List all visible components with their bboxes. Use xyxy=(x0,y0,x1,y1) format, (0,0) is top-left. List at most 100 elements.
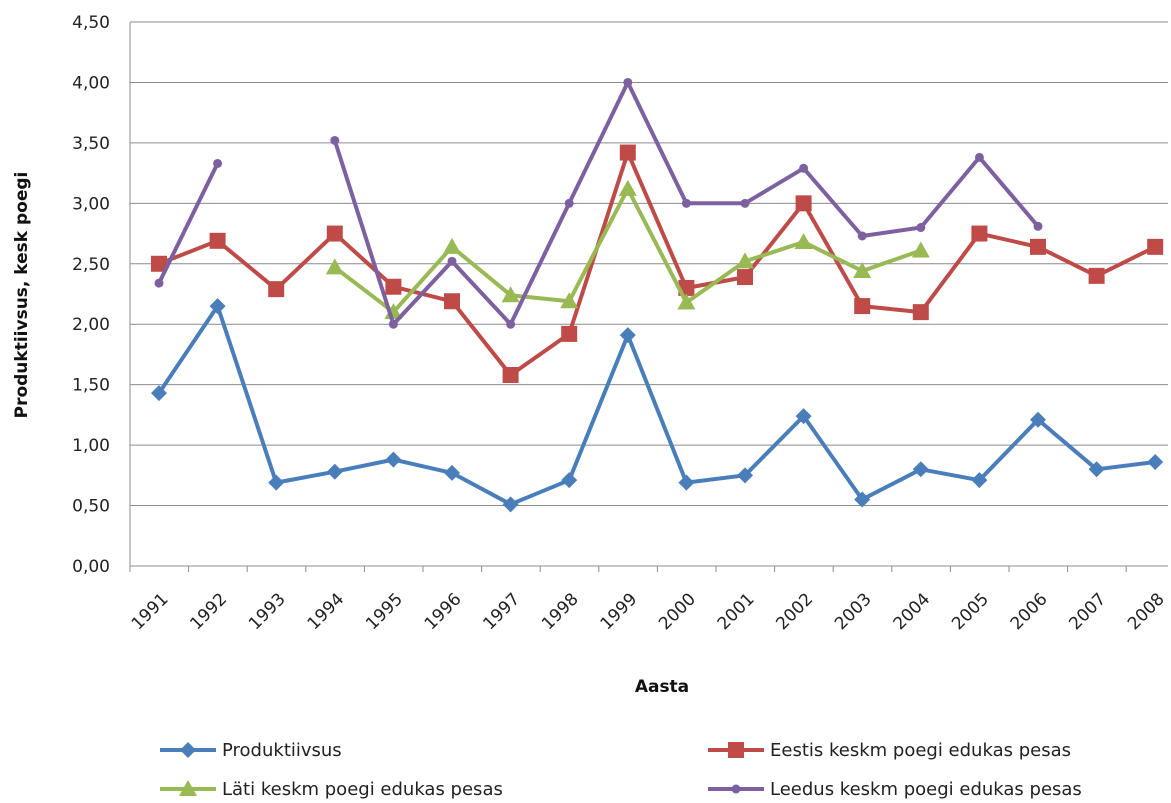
legend-item: Leedus keskm poegi edukas pesas xyxy=(708,779,1082,800)
y-tick-label: 2,50 xyxy=(72,255,110,275)
data-point-marker xyxy=(678,474,695,491)
x-tick-label: 1994 xyxy=(304,589,349,634)
data-point-marker xyxy=(619,327,636,344)
x-tick-label: 1995 xyxy=(362,589,407,634)
data-point-marker xyxy=(151,255,167,272)
data-point-marker xyxy=(619,144,636,161)
x-tick-label: 1998 xyxy=(538,589,583,634)
series-line xyxy=(157,150,1158,377)
data-point-marker xyxy=(1088,267,1105,284)
series-1 xyxy=(151,298,1164,513)
data-point-marker xyxy=(209,232,226,249)
y-tick-label: 1,50 xyxy=(72,376,110,396)
data-point-marker xyxy=(209,298,226,315)
y-tick-label: 1,00 xyxy=(72,436,110,456)
data-point-marker xyxy=(561,325,578,342)
data-point-marker xyxy=(799,163,809,173)
gridlines xyxy=(129,21,1168,567)
data-point-marker xyxy=(561,472,578,489)
x-axis-title: Aasta xyxy=(635,677,689,697)
data-point-marker xyxy=(151,385,167,402)
data-point-marker xyxy=(911,241,930,258)
y-tick-label: 0,50 xyxy=(72,497,110,517)
x-tick-label: 2003 xyxy=(831,589,876,634)
data-point-marker xyxy=(1088,461,1105,478)
data-point-marker xyxy=(677,293,696,310)
data-point-marker xyxy=(385,278,402,295)
data-point-marker xyxy=(853,262,872,279)
x-tick-label: 2001 xyxy=(714,589,759,634)
legend-item: Eestis keskm poegi edukas pesas xyxy=(708,740,1071,761)
x-tick-label: 2002 xyxy=(772,589,817,634)
data-point-marker xyxy=(447,256,457,266)
data-point-marker xyxy=(154,278,164,288)
legend: Produktiivsus Eestis keskm poegi edukas p… xyxy=(160,740,1082,800)
legend-label: Leedus keskm poegi edukas pesas xyxy=(770,779,1082,800)
y-tick-label: 3,00 xyxy=(72,194,110,214)
data-point-marker xyxy=(795,195,812,212)
data-point-marker xyxy=(1147,238,1164,255)
data-point-marker xyxy=(180,742,196,758)
data-point-marker xyxy=(443,237,461,254)
x-tick-label: 1993 xyxy=(245,589,290,634)
series-layer xyxy=(151,77,1164,513)
legend-label: Läti keskm poegi edukas pesas xyxy=(222,779,503,800)
x-tick-label: 1997 xyxy=(479,589,524,634)
data-point-marker xyxy=(388,319,398,329)
x-tick-label: 1996 xyxy=(421,589,466,634)
x-tick-label: 2005 xyxy=(948,589,993,634)
series-line xyxy=(157,304,1158,507)
data-point-marker xyxy=(857,231,867,241)
data-point-marker xyxy=(736,252,754,269)
x-axis-ticks: 1991 1992 1993 1994 1995 1996 1997 1998 1999 2000… xyxy=(128,566,1169,634)
data-point-marker xyxy=(330,135,340,145)
data-point-marker xyxy=(179,780,197,796)
data-point-marker xyxy=(737,467,753,484)
data-point-marker xyxy=(385,451,402,468)
data-point-marker xyxy=(213,158,223,168)
data-point-marker xyxy=(501,286,520,303)
data-point-marker xyxy=(912,461,929,478)
x-tick-label: 2007 xyxy=(1065,589,1110,634)
data-point-marker xyxy=(325,258,344,275)
data-point-marker xyxy=(502,366,519,383)
data-point-marker xyxy=(444,293,460,310)
data-point-marker xyxy=(326,463,343,480)
y-tick-label: 3,50 xyxy=(72,134,110,154)
data-point-marker xyxy=(971,472,988,489)
data-point-marker xyxy=(1030,411,1046,428)
data-point-marker xyxy=(618,179,637,196)
data-point-marker xyxy=(974,152,984,162)
data-point-marker xyxy=(681,198,691,208)
data-point-marker xyxy=(912,304,929,321)
legend-item: Läti keskm poegi edukas pesas xyxy=(160,779,503,800)
x-tick-label: 2000 xyxy=(655,589,700,634)
legend-label: Eestis keskm poegi edukas pesas xyxy=(770,740,1071,761)
x-tick-label: 1999 xyxy=(597,589,642,634)
data-point-marker xyxy=(1147,454,1164,471)
legend-item: Produktiivsus xyxy=(160,740,342,761)
data-point-marker xyxy=(740,198,750,208)
data-point-marker xyxy=(731,784,741,794)
data-point-marker xyxy=(326,225,343,242)
data-point-marker xyxy=(737,269,753,286)
x-tick-label: 2006 xyxy=(1007,589,1052,634)
data-point-marker xyxy=(502,496,519,513)
y-tick-label: 4,00 xyxy=(72,73,110,93)
data-point-marker xyxy=(728,742,744,758)
data-point-marker xyxy=(623,77,633,87)
data-point-marker xyxy=(560,292,579,309)
data-point-marker xyxy=(506,319,516,329)
x-tick-label: 1992 xyxy=(186,589,231,634)
data-point-marker xyxy=(971,225,988,242)
y-axis-title: Produktiivsus, kesk poegi xyxy=(12,172,32,419)
data-point-marker xyxy=(854,491,871,508)
series-4 xyxy=(154,77,1043,329)
y-axis-ticks: 0,00 0,50 1,00 1,50 2,00 2,50 3,00 3,50 4,00 4,50 xyxy=(72,13,110,577)
data-point-marker xyxy=(795,408,812,425)
data-point-marker xyxy=(1030,238,1046,255)
x-tick-label: 2004 xyxy=(890,589,935,634)
x-tick-label: 2008 xyxy=(1124,589,1169,634)
data-point-marker xyxy=(916,223,926,233)
